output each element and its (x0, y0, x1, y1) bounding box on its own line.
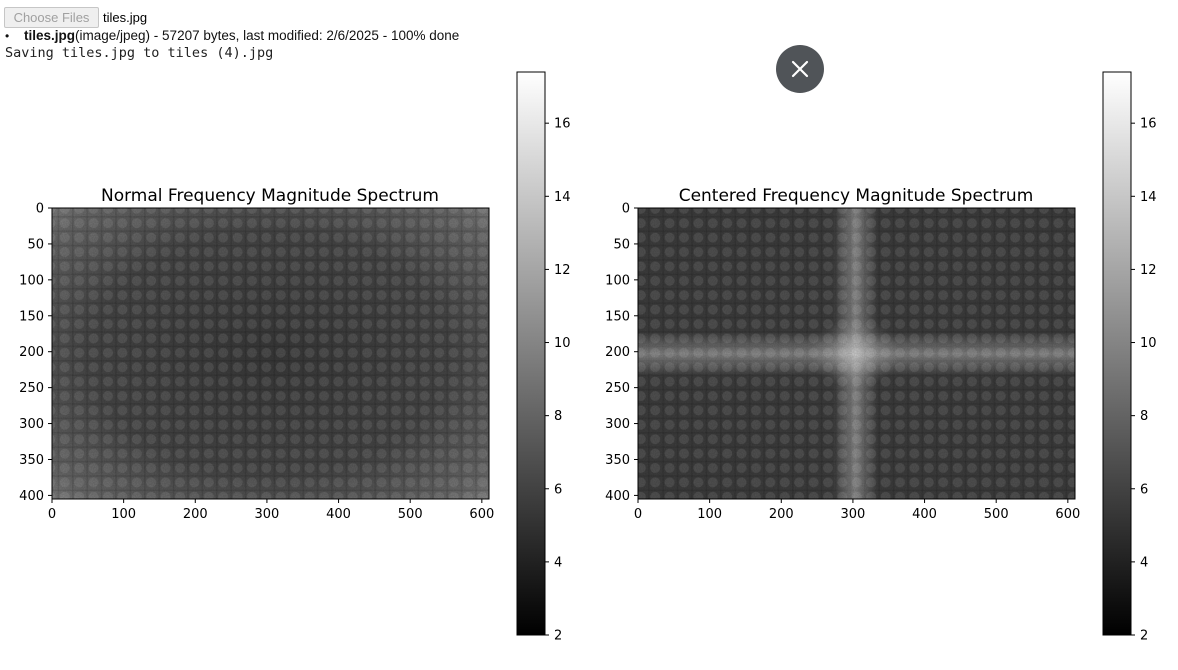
uploaded-file-list: • tiles.jpg (image/jpeg) - 57207 bytes, l… (5, 28, 459, 44)
y-tick-label: 400 (605, 489, 630, 504)
axes: 0 100 200 300 400 500 600 0 50 100 150 200 250 300 350… (19, 202, 494, 523)
colorbar-tick-label: 12 (1140, 263, 1157, 278)
colorbar-tick-label: 10 (554, 336, 571, 351)
chart-title: Normal Frequency Magnitude Spectrum (101, 186, 439, 206)
heatmap-image (637, 207, 1076, 500)
y-tick-label: 100 (19, 273, 44, 288)
colorbar-tick-label: 2 (1140, 629, 1148, 644)
colorbar-tick-label: 4 (1140, 555, 1148, 570)
x-tick-label: 100 (111, 507, 136, 522)
y-tick-label: 150 (605, 309, 630, 324)
y-tick-label: 250 (19, 381, 44, 396)
x-tick-label: 0 (48, 507, 56, 522)
colorbar-tick-label: 16 (1140, 117, 1157, 132)
x-tick-label: 500 (398, 507, 423, 522)
uploaded-file-name: tiles.jpg (24, 28, 76, 43)
colorbar: 2 4 6 8 10 12 14 16 (516, 71, 571, 644)
colorbar-tick-label: 14 (554, 190, 571, 205)
file-upload-row: Choose Files tiles.jpg (4, 7, 147, 28)
chart-title: Centered Frequency Magnitude Spectrum (679, 186, 1034, 206)
centered-spectrum-panel: Centered Frequency Magnitude Spectrum 0 1… (605, 71, 1157, 644)
close-button[interactable] (776, 45, 824, 93)
choose-files-button[interactable]: Choose Files (4, 7, 99, 28)
x-tick-label: 400 (912, 507, 937, 522)
x-tick-label: 200 (183, 507, 208, 522)
y-tick-label: 200 (19, 345, 44, 360)
output-status-text: Saving tiles.jpg to tiles (4).jpg (5, 45, 274, 61)
heatmap-image (51, 207, 490, 500)
x-tick-label: 300 (841, 507, 866, 522)
colorbar: 2 4 6 8 10 12 14 16 (1102, 71, 1157, 644)
colorbar-tick-label: 10 (1140, 336, 1157, 351)
x-tick-label: 200 (769, 507, 794, 522)
y-tick-label: 200 (605, 345, 630, 360)
colorbar-tick-label: 8 (1140, 409, 1148, 424)
normal-spectrum-panel: Normal Frequency Magnitude Spectrum 0 100… (19, 71, 571, 644)
colorbar-tick-label: 14 (1140, 190, 1157, 205)
y-tick-label: 100 (605, 273, 630, 288)
list-item: • tiles.jpg (image/jpeg) - 57207 bytes, l… (5, 28, 459, 44)
colorbar-tick-label: 8 (554, 409, 562, 424)
colorbar-tick-label: 12 (554, 263, 571, 278)
y-tick-label: 0 (36, 202, 44, 217)
y-tick-label: 350 (19, 453, 44, 468)
x-tick-label: 300 (255, 507, 280, 522)
x-tick-label: 400 (326, 507, 351, 522)
x-tick-label: 500 (984, 507, 1009, 522)
x-tick-label: 600 (469, 507, 494, 522)
y-tick-label: 150 (19, 309, 44, 324)
colorbar-tick-label: 6 (1140, 482, 1148, 497)
axes: 0 100 200 300 400 500 600 0 50 100 150 200 250 300 350… (605, 202, 1080, 523)
bullet-icon: • (5, 29, 10, 43)
colorbar-tick-label: 16 (554, 117, 571, 132)
colorbar-tick-label: 4 (554, 555, 562, 570)
x-tick-label: 100 (697, 507, 722, 522)
x-tick-label: 600 (1055, 507, 1080, 522)
y-tick-label: 50 (613, 237, 630, 252)
uploaded-file-details: (image/jpeg) - 57207 bytes, last modifie… (75, 28, 460, 43)
x-tick-label: 0 (634, 507, 642, 522)
colorbar-tick-label: 2 (554, 629, 562, 644)
y-tick-label: 300 (605, 417, 630, 432)
selected-file-name: tiles.jpg (103, 10, 148, 25)
colorbar-tick-label: 6 (554, 482, 562, 497)
y-tick-label: 350 (605, 453, 630, 468)
y-tick-label: 0 (622, 202, 630, 217)
y-tick-label: 250 (605, 381, 630, 396)
y-tick-label: 400 (19, 489, 44, 504)
close-icon (791, 60, 809, 78)
y-tick-label: 300 (19, 417, 44, 432)
y-tick-label: 50 (27, 237, 44, 252)
